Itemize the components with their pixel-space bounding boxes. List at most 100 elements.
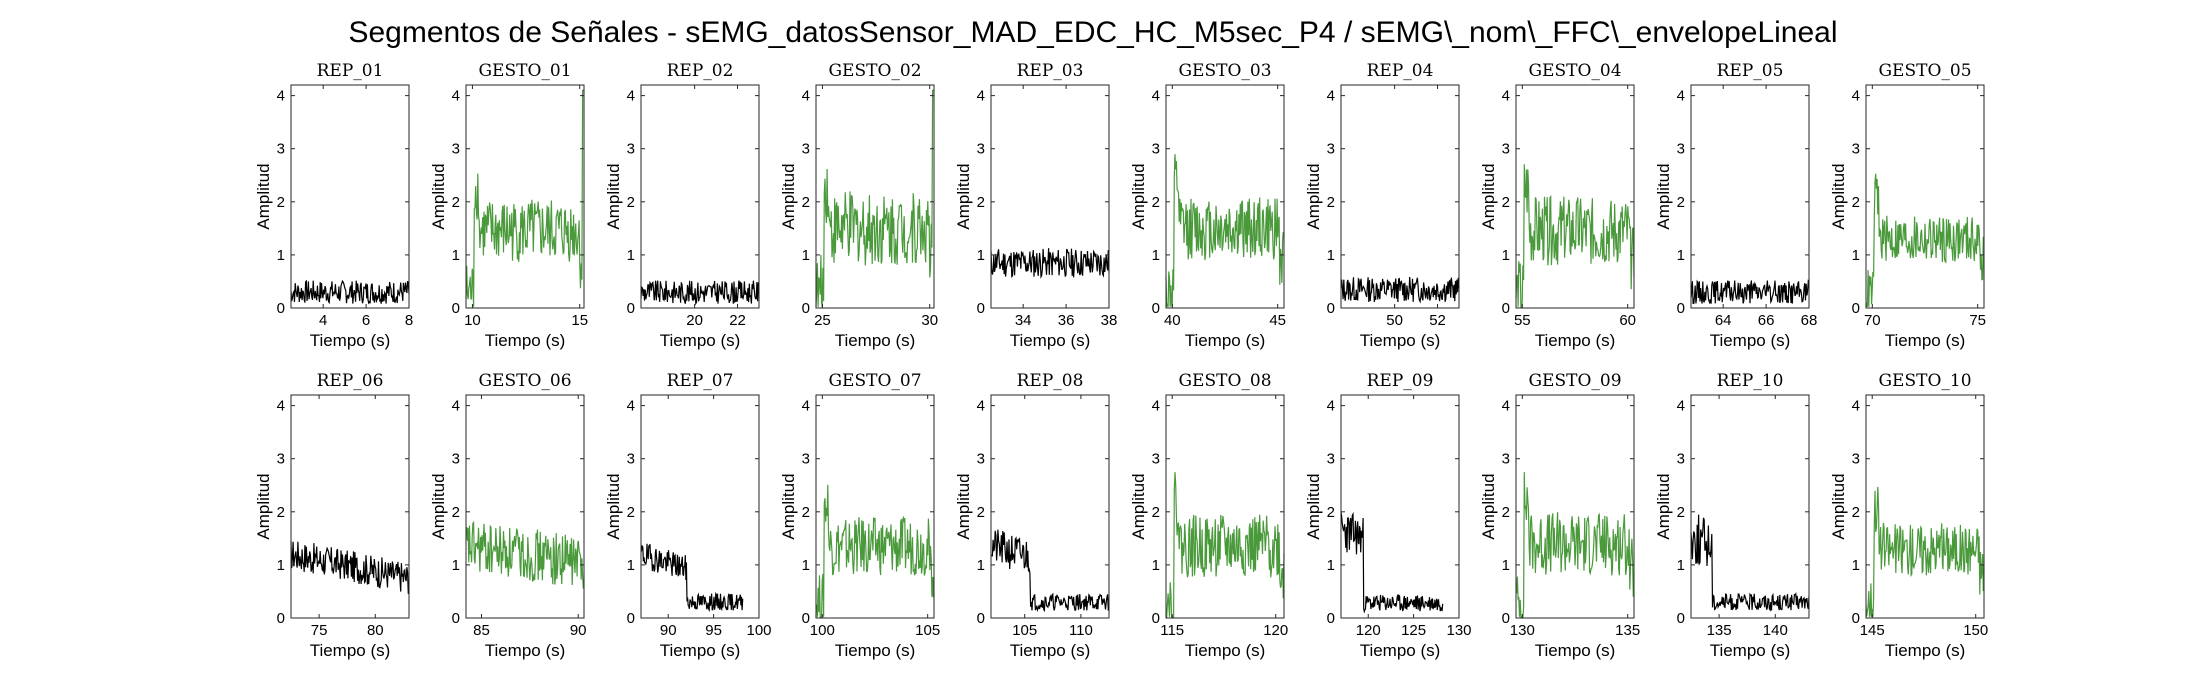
y-tick-label: 1 — [802, 247, 810, 264]
y-tick-label: 3 — [1327, 141, 1335, 158]
y-axis-label: Amplitud — [429, 163, 448, 229]
y-tick-label: 0 — [1852, 300, 1860, 317]
y-tick-label: 2 — [627, 504, 635, 521]
y-axis-label: Amplitud — [1129, 163, 1148, 229]
y-tick-label: 0 — [627, 610, 635, 627]
y-tick-label: 2 — [277, 504, 285, 521]
y-tick-label: 1 — [1502, 247, 1510, 264]
y-tick-label: 2 — [452, 504, 460, 521]
axes-box — [290, 84, 410, 309]
signal-line — [1166, 472, 1285, 618]
y-tick-label: 3 — [627, 451, 635, 468]
x-axis-label: Tiempo (s) — [1360, 641, 1441, 660]
subplot-gesto_10: GESTO_10 0 1 2 3 4 145 150 Tiempo (s) Amplitud — [1829, 371, 1988, 660]
x-tick-label: 10 — [464, 312, 481, 329]
y-tick-label: 0 — [1677, 300, 1685, 317]
x-axis-label: Tiempo (s) — [310, 331, 391, 350]
subplot-title: GESTO_06 — [478, 371, 571, 391]
y-tick-label: 2 — [1327, 194, 1335, 211]
x-tick-label: 4 — [319, 312, 327, 329]
axes-box — [1515, 84, 1635, 309]
x-tick-label: 75 — [1969, 312, 1986, 329]
subplot-title: GESTO_10 — [1878, 371, 1971, 391]
x-tick-label: 50 — [1386, 312, 1403, 329]
x-tick-label: 135 — [1615, 622, 1640, 639]
y-tick-label: 2 — [1502, 194, 1510, 211]
x-axis-label: Tiempo (s) — [1535, 331, 1616, 350]
axes-box — [1690, 394, 1810, 619]
y-tick-label: 3 — [802, 451, 810, 468]
y-tick-label: 4 — [1152, 88, 1160, 105]
y-tick-label: 1 — [1502, 557, 1510, 574]
subplot-gesto_02: GESTO_02 0 1 2 3 4 25 30 Tiempo (s) Amplitud — [779, 61, 938, 350]
y-tick-label: 0 — [1502, 610, 1510, 627]
y-tick-label: 0 — [452, 610, 460, 627]
y-tick-label: 2 — [1677, 194, 1685, 211]
x-tick-label: 68 — [1801, 312, 1818, 329]
axes-box — [1340, 84, 1460, 309]
x-tick-label: 15 — [571, 312, 588, 329]
y-tick-label: 1 — [452, 557, 460, 574]
signal-line — [815, 484, 935, 618]
y-tick-label: 3 — [452, 141, 460, 158]
x-tick-label: 125 — [1401, 622, 1426, 639]
y-tick-label: 1 — [277, 557, 285, 574]
y-tick-label: 4 — [627, 88, 635, 105]
signal-line — [1515, 164, 1635, 308]
y-tick-label: 4 — [1677, 88, 1685, 105]
x-tick-label: 55 — [1514, 312, 1531, 329]
x-axis-label: Tiempo (s) — [835, 641, 916, 660]
x-tick-label: 20 — [686, 312, 703, 329]
subplot-rep_01: REP_01 0 1 2 3 4 4 6 8 Tiempo (s) Amplitud — [254, 61, 413, 350]
y-axis-label: Amplitud — [954, 163, 973, 229]
y-tick-label: 2 — [802, 194, 810, 211]
y-axis-label: Amplitud — [1654, 163, 1673, 229]
x-tick-label: 34 — [1015, 312, 1032, 329]
subplot-title: REP_05 — [1717, 61, 1784, 81]
subplot-title: GESTO_07 — [828, 371, 921, 391]
y-axis-label: Amplitud — [254, 473, 273, 539]
x-tick-label: 140 — [1763, 622, 1788, 639]
axes-box — [1865, 394, 1985, 619]
x-axis-label: Tiempo (s) — [1885, 331, 1966, 350]
y-tick-label: 1 — [277, 247, 285, 264]
subplot-rep_07: REP_07 0 1 2 3 4 90 95 100 Tiempo (s) Amplitud — [604, 371, 772, 660]
y-tick-label: 4 — [1677, 398, 1685, 415]
subplot-title: GESTO_09 — [1528, 371, 1621, 391]
y-tick-label: 1 — [627, 247, 635, 264]
y-tick-label: 2 — [452, 194, 460, 211]
y-tick-label: 3 — [1852, 141, 1860, 158]
x-axis-label: Tiempo (s) — [1710, 331, 1791, 350]
x-axis-label: Tiempo (s) — [1885, 641, 1966, 660]
subplot-title: GESTO_04 — [1528, 61, 1621, 81]
y-tick-label: 2 — [1152, 504, 1160, 521]
subplot-rep_05: REP_05 0 1 2 3 4 64 66 68 Tiempo (s) Amplitud — [1654, 61, 1817, 350]
y-tick-label: 1 — [1852, 557, 1860, 574]
y-tick-label: 0 — [277, 610, 285, 627]
x-tick-label: 85 — [473, 622, 490, 639]
x-tick-label: 100 — [746, 622, 771, 639]
x-tick-label: 130 — [1510, 622, 1535, 639]
y-tick-label: 4 — [1852, 398, 1860, 415]
y-tick-label: 4 — [977, 88, 985, 105]
y-tick-label: 1 — [1152, 557, 1160, 574]
axes-box — [465, 394, 585, 619]
y-axis-label: Amplitud — [1829, 473, 1848, 539]
y-tick-label: 4 — [1327, 398, 1335, 415]
y-tick-label: 0 — [277, 300, 285, 317]
subplot-rep_02: REP_02 0 1 2 3 4 20 22 Tiempo (s) Amplitud — [604, 61, 760, 350]
y-tick-label: 3 — [1677, 451, 1685, 468]
y-axis-label: Amplitud — [1304, 473, 1323, 539]
subplot-title: REP_09 — [1367, 371, 1434, 391]
y-tick-label: 0 — [627, 300, 635, 317]
signal-line — [1340, 511, 1444, 614]
y-tick-label: 0 — [1327, 300, 1335, 317]
signal-line — [1165, 154, 1285, 308]
y-tick-label: 1 — [1327, 557, 1335, 574]
y-tick-label: 4 — [977, 398, 985, 415]
y-tick-label: 1 — [1152, 247, 1160, 264]
signal-line — [640, 280, 760, 306]
